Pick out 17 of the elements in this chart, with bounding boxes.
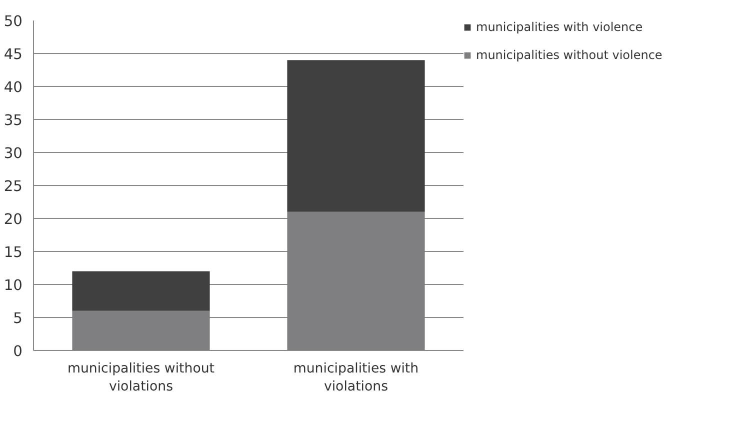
x-tick-label: municipalities with violations <box>293 362 419 394</box>
y-tick-label: 25 <box>4 178 23 195</box>
y-tick-label: 45 <box>4 46 23 63</box>
y-tick-label: 30 <box>4 145 23 162</box>
legend-label: municipalities with violence <box>476 20 643 34</box>
bar <box>287 60 425 212</box>
y-tick-label: 15 <box>4 244 23 261</box>
y-tick-label: 40 <box>4 79 23 96</box>
y-tick-label: 5 <box>13 310 23 327</box>
y-tick-label: 0 <box>13 343 23 360</box>
y-tick-label: 50 <box>4 13 23 30</box>
x-tick-label: municipalities without violations <box>67 362 215 394</box>
y-tick-label: 35 <box>4 112 23 129</box>
bar <box>72 271 210 311</box>
legend-label: municipalities without violence <box>476 48 662 62</box>
y-tick-label: 20 <box>4 211 23 228</box>
y-tick-label: 10 <box>4 277 23 294</box>
